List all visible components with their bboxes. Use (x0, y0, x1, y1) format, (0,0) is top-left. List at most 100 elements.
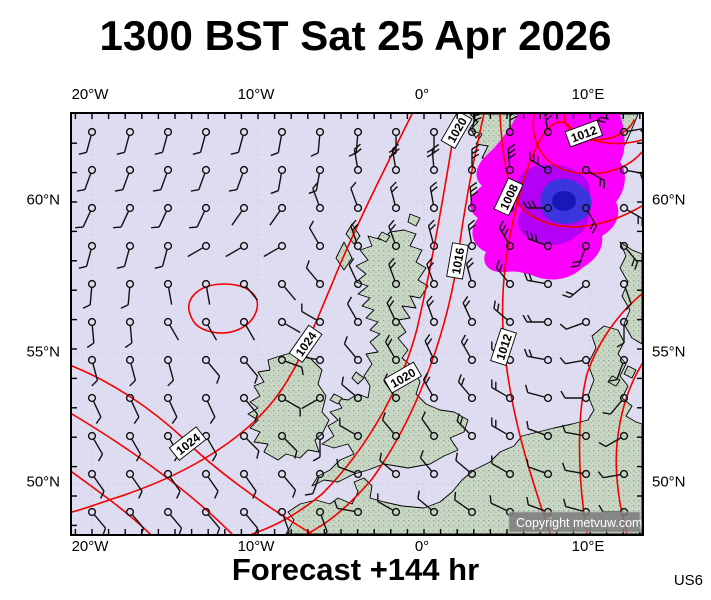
wind-barb (114, 165, 135, 192)
wind-barb (154, 241, 173, 270)
wind-barb (87, 393, 102, 424)
wind-barb (125, 393, 140, 424)
wind-barb (559, 355, 591, 365)
wind-barb (163, 355, 175, 387)
wind-barb (597, 469, 629, 479)
wind-barb (87, 469, 105, 499)
wind-barb (201, 355, 221, 384)
wind-barb (386, 296, 401, 327)
wind-barb (619, 127, 642, 137)
isobar-value-label: 1016 (446, 242, 469, 280)
wind-barb (163, 393, 178, 424)
wind-barb (125, 355, 137, 387)
svg-text:1016: 1016 (449, 246, 467, 275)
lon-label-top: 0° (414, 86, 430, 103)
wind-barb (426, 295, 439, 327)
wind-barb (277, 317, 301, 334)
wind-barb (82, 279, 97, 309)
wind-barb (277, 507, 290, 534)
forecast-hour-label: Forecast +144 hr (231, 552, 480, 587)
wind-barb (526, 458, 553, 479)
wind-barb (78, 241, 97, 270)
wind-barb (353, 143, 363, 175)
wind-barb (239, 355, 259, 384)
wind-barb (526, 230, 553, 251)
isobar-value-label: 1012 (490, 327, 517, 367)
wind-barb (239, 279, 259, 301)
wind-barb (201, 469, 219, 499)
lat-label-right: 60°N (652, 191, 686, 209)
valid-time-title: 1300 BST Sat 25 Apr 2026 (99, 12, 612, 59)
wind-barb (491, 379, 515, 403)
wind-barb (190, 165, 211, 192)
wind-barb (225, 241, 249, 258)
lon-label-bottom: 10°W (237, 538, 275, 555)
wind-barb (561, 424, 591, 441)
wind-barb (86, 317, 97, 349)
wind-barb (570, 241, 591, 268)
wind-barb (377, 493, 401, 517)
wind-barb (75, 203, 97, 229)
wind-barb (529, 151, 553, 175)
wind-barb (76, 165, 97, 192)
wind-barb (391, 143, 401, 175)
wind-barb (581, 165, 605, 189)
wind-barb (87, 355, 99, 387)
lon-label-top: 10°E (571, 86, 605, 103)
wind-barb (559, 317, 591, 330)
wind-barb (602, 393, 629, 415)
wind-barb (343, 336, 363, 365)
wind-barb (543, 114, 553, 137)
wind-barb (384, 334, 401, 365)
wind-barb (231, 203, 249, 226)
wind-barb (491, 455, 515, 479)
wind-barb (239, 469, 257, 499)
wind-barb (163, 279, 173, 305)
wind-barb (277, 279, 297, 301)
lon-label-bottom: 20°W (71, 538, 109, 555)
wind-barb (522, 314, 553, 327)
wind-barb (78, 127, 97, 156)
wind-barb (239, 317, 256, 341)
lat-label-left: 60°N (26, 191, 60, 209)
wind-barb (277, 355, 304, 376)
wind-barb (526, 420, 553, 441)
wind-barb (269, 203, 287, 226)
wind-barb (87, 431, 104, 462)
wind-barb (201, 317, 218, 341)
wind-barb (333, 500, 363, 517)
lat-label-right: 55°N (652, 343, 686, 361)
wind-barb (301, 393, 325, 410)
wind-barb (163, 317, 180, 341)
wind-barb (388, 219, 401, 251)
wind-barb (124, 317, 135, 349)
wind-barb (341, 376, 363, 403)
lat-label-left: 55°N (26, 343, 60, 361)
wind-barb (454, 491, 477, 517)
wind-barb (113, 203, 135, 229)
copyright-watermark: Copyright metvuw.com (508, 511, 642, 533)
wind-barb (187, 241, 211, 258)
wind-barb (348, 258, 363, 289)
lon-label-top: 10°W (237, 86, 275, 103)
wind-barb (228, 165, 249, 192)
wind-barb (270, 127, 287, 157)
wind-barb (163, 469, 181, 499)
wind-barb (427, 219, 439, 251)
map-border-ticks (72, 114, 642, 534)
wind-barb (277, 469, 297, 498)
wind-barb (263, 241, 287, 258)
wind-barb (562, 279, 591, 299)
wind-barb (422, 372, 439, 403)
wind-barb (125, 469, 143, 499)
wind-barb (505, 114, 518, 137)
wind-barb (154, 127, 173, 156)
wind-barb (491, 417, 515, 441)
wind-barb (505, 143, 516, 175)
wind-barb (467, 181, 478, 213)
lon-label-bottom: 0° (414, 538, 430, 555)
wind-barb (619, 241, 639, 270)
wind-barb (277, 431, 298, 459)
wind-barb (523, 348, 553, 365)
